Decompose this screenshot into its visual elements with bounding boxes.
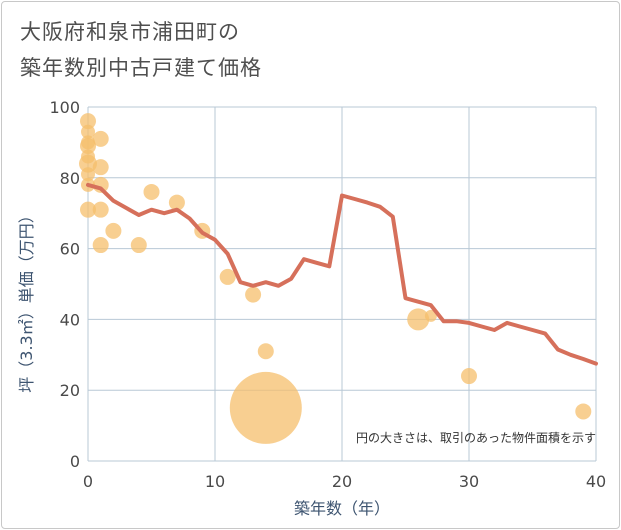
data-bubble — [229, 371, 302, 444]
chart-title-line-1: 大阪府和泉市浦田町の — [20, 20, 240, 44]
y-tick-label: 0 — [70, 452, 80, 471]
bubbles — [79, 113, 592, 444]
y-tick-label: 40 — [60, 310, 80, 329]
data-bubble — [80, 137, 96, 154]
data-bubble — [92, 237, 109, 254]
y-tick-label: 80 — [60, 169, 80, 188]
data-bubble — [168, 194, 185, 211]
data-bubble — [130, 237, 147, 254]
data-bubble — [424, 309, 437, 322]
data-bubble — [575, 403, 592, 420]
x-tick-label: 30 — [459, 472, 479, 491]
data-bubble — [219, 268, 236, 285]
data-bubble — [81, 124, 95, 139]
data-bubble — [92, 201, 109, 218]
x-tick-label: 20 — [332, 472, 352, 491]
data-bubble — [81, 167, 95, 182]
data-bubble — [143, 183, 160, 200]
x-tick-label: 10 — [205, 472, 225, 491]
data-bubble — [80, 201, 96, 218]
data-bubble — [92, 159, 109, 176]
data-bubble — [245, 286, 262, 303]
grid — [87, 106, 597, 462]
y-tick-label: 100 — [49, 98, 80, 117]
x-tick-label: 0 — [83, 472, 93, 491]
data-bubble — [79, 154, 97, 173]
average-line-layer — [86, 182, 598, 366]
data-bubble — [257, 343, 274, 360]
y-tick-label: 20 — [60, 381, 80, 400]
y-axis-label: 坪（3.3㎡）単価（万円） — [17, 207, 36, 392]
average-price-line — [86, 182, 598, 366]
data-bubble — [92, 130, 109, 147]
chart-title-line-2: 築年数別中古戸建て価格 — [20, 56, 262, 80]
data-bubble — [407, 308, 430, 331]
x-axis-label: 築年数（年） — [294, 499, 390, 518]
tick-labels: 0 10 20 30 40 0 20 40 60 80 100 — [49, 98, 606, 491]
data-bubble — [80, 113, 96, 130]
chart-title: 大阪府和泉市浦田町の 築年数別中古戸建て価格 — [20, 14, 262, 86]
x-tick-label: 40 — [586, 472, 606, 491]
data-bubble — [461, 368, 477, 385]
bubble-size-note: 円の大きさは、取引のあった物件面積を示す — [356, 430, 596, 445]
data-bubble — [105, 222, 122, 239]
y-tick-label: 60 — [60, 240, 80, 259]
